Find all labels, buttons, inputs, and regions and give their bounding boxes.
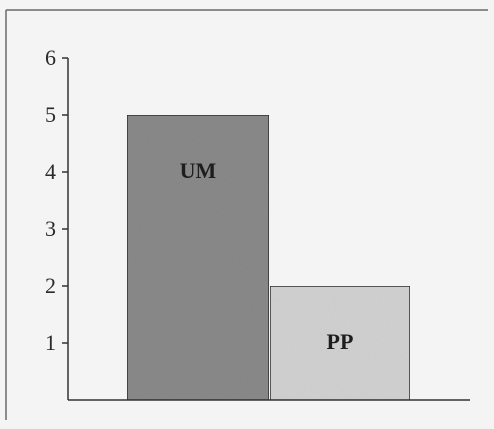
bar-um	[126, 114, 270, 401]
y-tick-label: 4	[45, 159, 56, 184]
bar-pp	[269, 285, 411, 401]
y-tick-label: 6	[45, 45, 56, 70]
y-tick-label: 3	[45, 216, 56, 241]
y-tick-label: 1	[45, 330, 56, 355]
y-tick-label: 5	[45, 102, 56, 127]
y-tick-label: 2	[45, 273, 56, 298]
bars	[126, 114, 411, 401]
y-ticks: 1 2 3 4 5 6	[45, 45, 68, 355]
bar-label-pp: PP	[327, 329, 354, 354]
bar-labels: UM PP	[180, 158, 354, 354]
bar-label-um: UM	[180, 158, 217, 183]
